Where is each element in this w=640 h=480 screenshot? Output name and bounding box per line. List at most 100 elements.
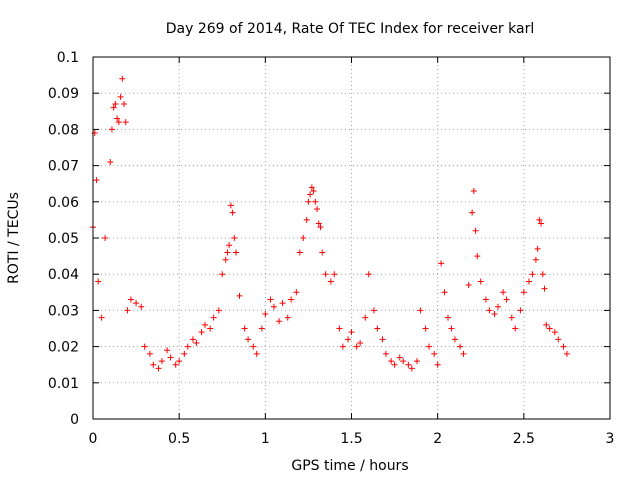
data-point — [115, 119, 122, 126]
data-point — [396, 354, 403, 361]
data-point — [465, 282, 472, 289]
data-point — [307, 191, 314, 198]
data-point — [227, 202, 234, 209]
data-point — [529, 271, 536, 278]
data-point — [215, 307, 222, 314]
data-point — [494, 303, 501, 310]
data-point — [119, 75, 126, 82]
y-tick-label: 0.04 — [48, 267, 79, 283]
data-point — [405, 361, 412, 368]
data-point — [127, 296, 134, 303]
data-point — [231, 235, 238, 241]
data-point — [138, 303, 145, 310]
data-point — [193, 339, 200, 346]
data-point — [122, 119, 129, 126]
data-point — [539, 271, 546, 278]
y-axis-label: ROTI / TECUs — [6, 192, 22, 284]
data-point — [322, 271, 329, 278]
data-point — [303, 216, 310, 223]
data-point — [250, 343, 257, 350]
data-point — [460, 350, 467, 357]
y-tick-label: 0.08 — [48, 122, 79, 138]
data-point — [288, 296, 295, 303]
data-point — [345, 336, 352, 343]
data-point — [102, 235, 109, 241]
data-point — [207, 325, 214, 332]
data-point — [370, 307, 377, 314]
data-point — [305, 198, 312, 205]
data-point — [124, 307, 131, 314]
data-point — [482, 296, 489, 303]
data-point — [312, 198, 319, 205]
data-point — [434, 361, 441, 368]
data-point — [327, 278, 334, 285]
data-point — [470, 187, 477, 194]
y-tick-label: 0.02 — [48, 340, 79, 356]
data-point — [222, 256, 229, 263]
data-point — [262, 311, 269, 318]
data-point — [413, 358, 420, 365]
data-point — [202, 321, 209, 328]
data-point — [500, 289, 507, 296]
data-point — [391, 361, 398, 368]
data-point — [379, 336, 386, 343]
data-point — [457, 343, 464, 350]
data-point — [382, 350, 389, 357]
y-tick-label: 0.09 — [48, 86, 79, 102]
data-point — [245, 336, 252, 343]
data-point — [357, 339, 364, 346]
data-point — [532, 256, 539, 263]
data-point — [284, 314, 291, 321]
x-tick-label: 0.5 — [168, 431, 190, 447]
data-point — [226, 242, 233, 249]
data-point — [114, 115, 121, 122]
data-point — [133, 300, 140, 307]
data-point — [167, 354, 174, 361]
data-point — [526, 278, 533, 285]
data-point — [184, 343, 191, 350]
data-point — [296, 249, 303, 256]
data-point — [98, 314, 105, 321]
x-tick-label: 3 — [606, 431, 615, 447]
data-point — [110, 104, 117, 111]
data-point — [319, 249, 326, 256]
data-point — [388, 358, 395, 365]
data-point — [108, 126, 115, 133]
chart-title: Day 269 of 2014, Rate Of TEC Index for r… — [166, 21, 534, 37]
data-point — [267, 296, 274, 303]
data-point — [517, 307, 524, 314]
data-point — [308, 184, 315, 191]
data-point — [189, 336, 196, 343]
data-point — [176, 358, 183, 365]
data-point — [198, 329, 205, 336]
data-point — [491, 311, 498, 318]
data-point — [503, 296, 510, 303]
data-point — [451, 336, 458, 343]
y-tick-label: 0.1 — [57, 50, 79, 66]
data-point — [112, 101, 119, 108]
x-tick-labels: 0 0.5 1 1.5 2 2.5 3 — [89, 431, 615, 447]
data-point — [348, 329, 355, 336]
data-point — [172, 361, 179, 368]
data-point — [141, 343, 148, 350]
y-tick-label: 0.06 — [48, 195, 79, 211]
x-tick-label: 2 — [433, 431, 442, 447]
data-point — [210, 314, 217, 321]
data-point — [563, 350, 570, 357]
data-point — [233, 249, 240, 256]
y-tick-labels: 0 0.01 0.02 0.03 0.04 0.05 0.06 0.07 0.08 0.09 0.1 — [48, 50, 79, 428]
data-point — [253, 350, 260, 357]
data-point — [551, 329, 558, 336]
x-tick-label: 1.5 — [340, 431, 362, 447]
data-point — [181, 350, 188, 357]
data-point — [512, 325, 519, 332]
data-point — [293, 289, 300, 296]
data-point — [408, 365, 415, 372]
data-point — [555, 336, 562, 343]
data-point — [422, 325, 429, 332]
data-point — [276, 318, 283, 325]
data-point — [353, 343, 360, 350]
data-point — [472, 227, 479, 234]
x-tick-label: 1 — [261, 431, 270, 447]
data-point — [362, 314, 369, 321]
